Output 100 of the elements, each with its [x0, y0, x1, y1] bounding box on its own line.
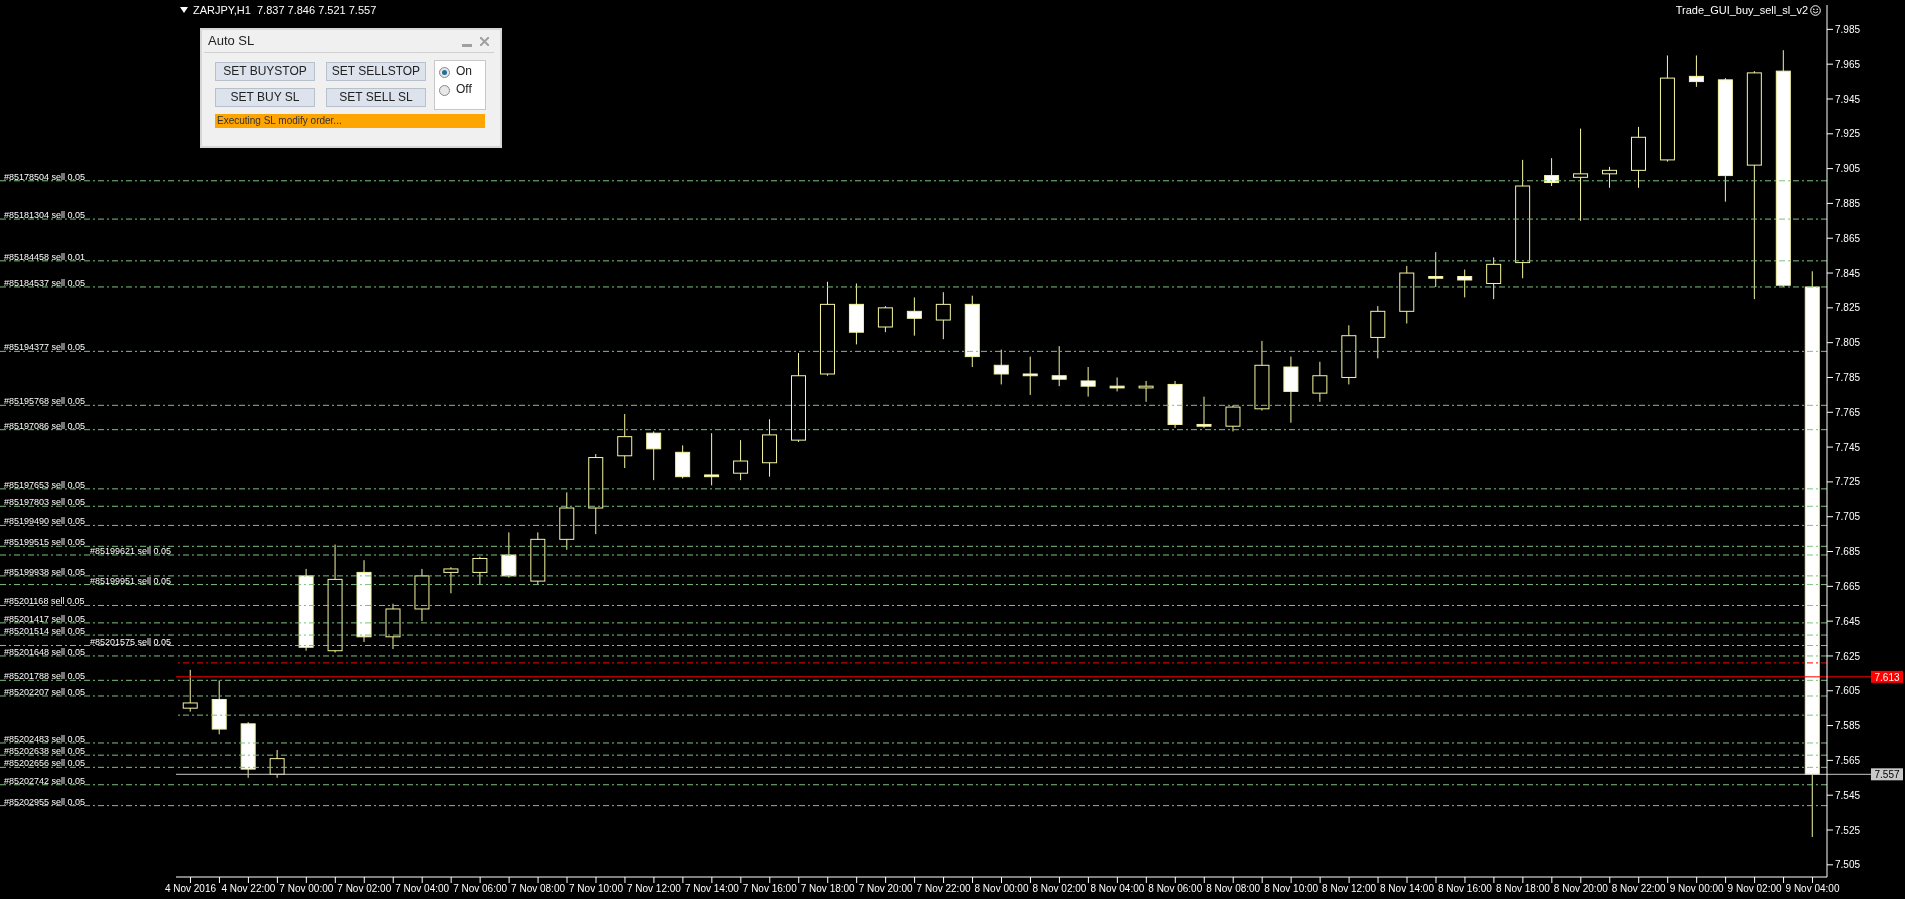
ref-line-label: 7.613 [1874, 671, 1900, 683]
candlestick [877, 305, 893, 333]
x-tick-label: 9 Nov 00:00 [1669, 883, 1725, 895]
chart-title: ZARJPY,H1 7.837 7.846 7.521 7.557 [193, 4, 377, 16]
ref-line-label: #85178504 sell 0.05 [4, 171, 86, 182]
x-tick-label: 7 Nov 02:00 [337, 883, 392, 895]
ref-line-label: #85199938 sell 0.05 [4, 566, 86, 577]
x-tick-label: 4 Nov 22:00 [221, 883, 276, 895]
annotation: Trade_GUI_buy_sell_sl_v2 [1675, 4, 1808, 16]
candlestick [1602, 166, 1618, 189]
y-tick-label: 7.685 [1835, 546, 1861, 558]
ref-line-label: #85202207 sell 0.05 [4, 686, 86, 697]
y-tick-label: 7.965 [1835, 58, 1861, 70]
y-tick-label: 7.605 [1835, 685, 1861, 697]
ref-line-label: #85201168 sell 0.05 [4, 596, 85, 607]
candlestick [501, 531, 517, 579]
y-tick-label: 7.905 [1835, 163, 1861, 175]
ref-line-label: #85202742 sell 0.05 [4, 775, 86, 786]
y-tick-label: 7.585 [1835, 720, 1861, 732]
button: SET SELLSTOP [326, 62, 426, 81]
candlestick [182, 669, 198, 713]
x-tick-label: 8 Nov 14:00 [1380, 883, 1435, 895]
candlestick [1051, 345, 1067, 387]
annotation: Auto SL [208, 33, 255, 48]
ref-line-label: #85201514 sell 0.05 [4, 626, 86, 637]
x-tick-label: 9 Nov 04:00 [1785, 883, 1840, 895]
ref-line-label: #85184458 sell 0.01 [4, 251, 86, 262]
candlestick [1688, 54, 1704, 88]
ref-line-label: #85197086 sell 0.05 [4, 420, 86, 431]
ref-line-label: #85202638 sell 0.05 [4, 746, 86, 757]
candlestick [733, 439, 749, 481]
candlestick [935, 291, 951, 340]
button: SET BUY SL [215, 88, 315, 107]
x-tick-label: 8 Nov 06:00 [1148, 883, 1203, 895]
y-tick-label: 7.705 [1835, 511, 1861, 523]
ref-line-label: 7.557 [1874, 769, 1900, 781]
status-field: Executing SL modify order... [215, 114, 485, 128]
candlestick [1544, 157, 1560, 187]
x-tick-label: 7 Nov 00:00 [279, 883, 334, 895]
ref-line-label: #85202955 sell 0.05 [4, 796, 86, 807]
x-tick-label: 8 Nov 08:00 [1206, 883, 1261, 895]
candlestick [1022, 356, 1038, 396]
ref-line-label: #85202483 sell 0.05 [4, 733, 86, 744]
x-tick-label: 8 Nov 20:00 [1553, 883, 1609, 895]
y-tick-label: 7.885 [1835, 197, 1861, 209]
button: SET SELL SL [326, 88, 426, 107]
candlestick [1225, 404, 1241, 432]
ref-line-label: #85197803 sell 0.05 [4, 497, 86, 508]
y-tick-label: 7.665 [1835, 580, 1861, 592]
ref-line-label: #85194377 sell 0.05 [4, 342, 86, 353]
x-tick-label: 7 Nov 20:00 [858, 883, 914, 895]
y-tick-label: 7.925 [1835, 128, 1861, 140]
x-tick-label: 7 Nov 10:00 [569, 883, 624, 895]
x-tick-label: 7 Nov 22:00 [916, 883, 971, 895]
candlestick [646, 430, 662, 481]
x-tick-label: 7 Nov 12:00 [626, 883, 682, 895]
ref-line-label: #85201575 sell 0.05 [90, 636, 172, 647]
y-tick-label: 7.545 [1835, 789, 1861, 801]
candlestick [906, 296, 922, 337]
candlestick [1457, 269, 1473, 298]
candlestick [617, 413, 633, 469]
candlestick [1196, 396, 1212, 429]
x-tick-label: 8 Nov 18:00 [1495, 883, 1551, 895]
ref-line-label: #85199515 sell 0.05 [4, 537, 86, 548]
y-tick-label: 7.645 [1835, 615, 1861, 627]
ref-line-label: #85197653 sell 0.05 [4, 479, 86, 490]
y-tick-label: 7.505 [1835, 859, 1861, 871]
ref-line-label: #85199621 sell 0.05 [90, 546, 172, 556]
ref-line-label: #85195768 sell 0.05 [4, 396, 86, 407]
y-tick-label: 7.805 [1835, 337, 1861, 349]
ref-line-label: #85201788 sell 0.05 [4, 671, 86, 682]
x-tick-label: 8 Nov 04:00 [1090, 883, 1145, 895]
x-tick-label: 4 Nov 2016 [164, 883, 217, 895]
annotation: On [456, 64, 473, 78]
x-tick-label: 8 Nov 12:00 [1322, 883, 1377, 895]
y-tick-label: 7.745 [1835, 441, 1861, 453]
x-tick-label: 7 Nov 14:00 [684, 883, 740, 895]
y-tick-label: 7.865 [1835, 232, 1861, 244]
x-tick-label: 8 Nov 22:00 [1611, 883, 1667, 895]
candlestick [1138, 380, 1154, 403]
candlestick [269, 749, 285, 779]
y-tick-label: 7.785 [1835, 372, 1861, 384]
y-tick-label: 7.985 [1835, 23, 1861, 35]
x-tick-label: 7 Nov 08:00 [511, 883, 566, 895]
x-tick-label: 7 Nov 18:00 [800, 883, 856, 895]
candlestick [993, 349, 1009, 385]
candlestick [443, 566, 459, 594]
y-tick-label: 7.845 [1835, 267, 1861, 279]
x-tick-label: 9 Nov 02:00 [1727, 883, 1782, 895]
x-tick-label: 7 Nov 06:00 [453, 883, 508, 895]
x-tick-label: 8 Nov 10:00 [1264, 883, 1319, 895]
y-tick-label: 7.525 [1835, 824, 1861, 836]
y-tick-label: 7.625 [1835, 650, 1861, 662]
candlestick [1080, 366, 1096, 398]
y-tick-label: 7.825 [1835, 302, 1861, 314]
x-tick-label: 8 Nov 00:00 [974, 883, 1029, 895]
ref-line-label: #85184537 sell 0.05 [4, 277, 86, 288]
candlestick [1428, 251, 1444, 288]
ref-line-label: #85201417 sell 0.05 [4, 613, 86, 624]
ref-line-label: #85199490 sell 0.05 [4, 516, 86, 527]
